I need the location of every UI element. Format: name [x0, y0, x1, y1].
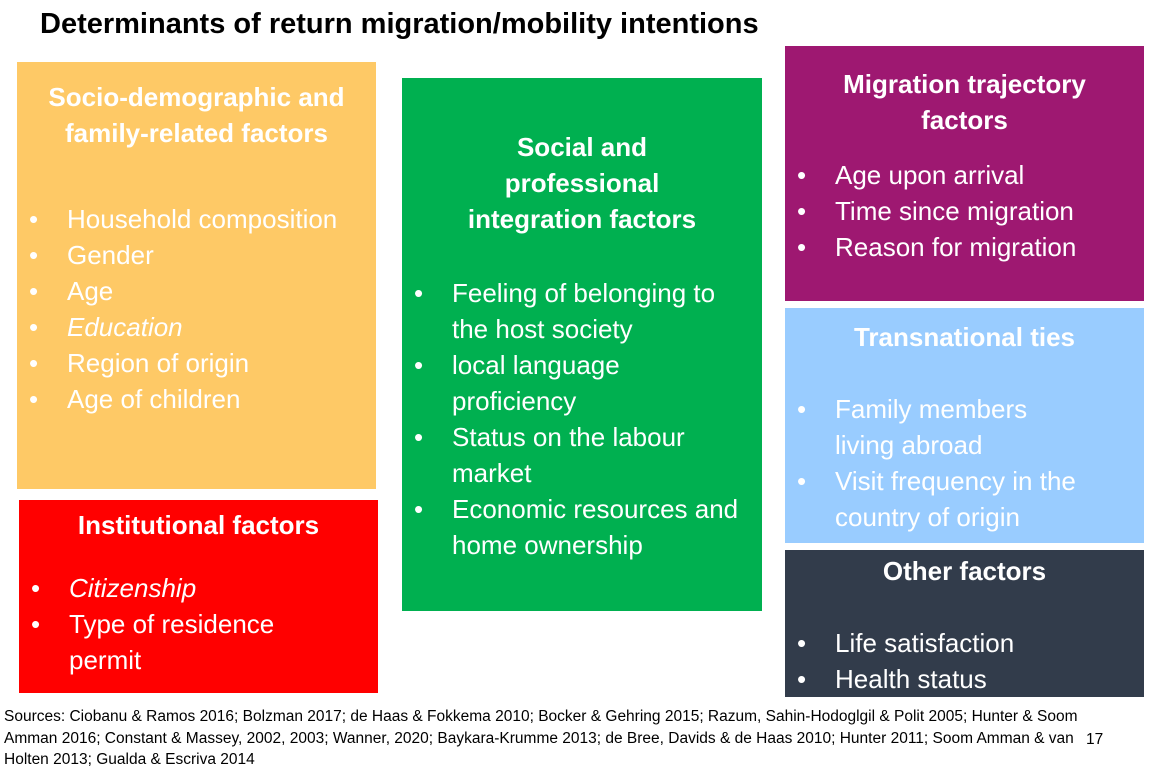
- list-item: Age: [17, 273, 376, 309]
- box-heading: Socio-demographic and family-related fac…: [48, 82, 345, 148]
- list-item: Feeling of belonging to the host society: [402, 275, 762, 347]
- list-item: local language proficiency: [402, 347, 762, 419]
- box-heading: Other factors: [882, 556, 1047, 586]
- list-item: Status on the labour market: [402, 419, 762, 491]
- slide-title: Determinants of return migration/mobilit…: [40, 8, 759, 40]
- list-item: Gender: [17, 237, 376, 273]
- list-item: Age of children: [17, 381, 376, 417]
- factor-list: Citizenship Type of residence permit: [19, 570, 378, 678]
- list-item: Family members living abroad: [785, 391, 1144, 463]
- factor-list: Family members living abroad Visit frequ…: [785, 391, 1144, 535]
- list-item: Type of residence permit: [19, 606, 378, 678]
- box-heading: Social and professional integration fact…: [467, 132, 697, 234]
- list-item: Age upon arrival: [785, 157, 1144, 193]
- list-item: Time since migration: [785, 193, 1144, 229]
- list-item: Region of origin: [17, 345, 376, 381]
- box-heading: Institutional factors: [77, 510, 320, 540]
- list-item: Household composition: [17, 201, 376, 237]
- factor-list: Age upon arrival Time since migration Re…: [785, 157, 1144, 265]
- factor-list: Feeling of belonging to the host society…: [402, 275, 762, 563]
- list-item: Visit frequency in the country of origin: [785, 463, 1144, 535]
- list-item: Citizenship: [19, 570, 378, 606]
- box-heading: Migration trajectory factors: [843, 69, 1086, 135]
- list-item: Reason for migration: [785, 229, 1144, 265]
- transnational-ties-box: Transnational ties Family members living…: [785, 308, 1144, 543]
- social-integration-factors-box: Social and professional integration fact…: [402, 78, 762, 611]
- factor-list: Life satisfaction Health status: [785, 625, 1144, 697]
- sources-footnote: Sources: Ciobanu & Ramos 2016; Bolzman 2…: [4, 708, 1078, 768]
- list-item: Economic resources and home ownership: [402, 491, 762, 563]
- socio-demographic-factors-box: Socio-demographic and family-related fac…: [17, 62, 376, 489]
- list-item: Education: [17, 309, 376, 345]
- factor-list: Household composition Gender Age Educati…: [17, 201, 376, 417]
- migration-trajectory-factors-box: Migration trajectory factors Age upon ar…: [785, 46, 1144, 301]
- list-item: Health status: [785, 661, 1144, 697]
- institutional-factors-box: Institutional factors Citizenship Type o…: [19, 500, 378, 693]
- other-factors-box: Other factors Life satisfaction Health s…: [785, 550, 1144, 697]
- list-item: Life satisfaction: [785, 625, 1144, 661]
- page-number: 17: [1086, 731, 1104, 748]
- box-heading: Transnational ties: [853, 322, 1076, 352]
